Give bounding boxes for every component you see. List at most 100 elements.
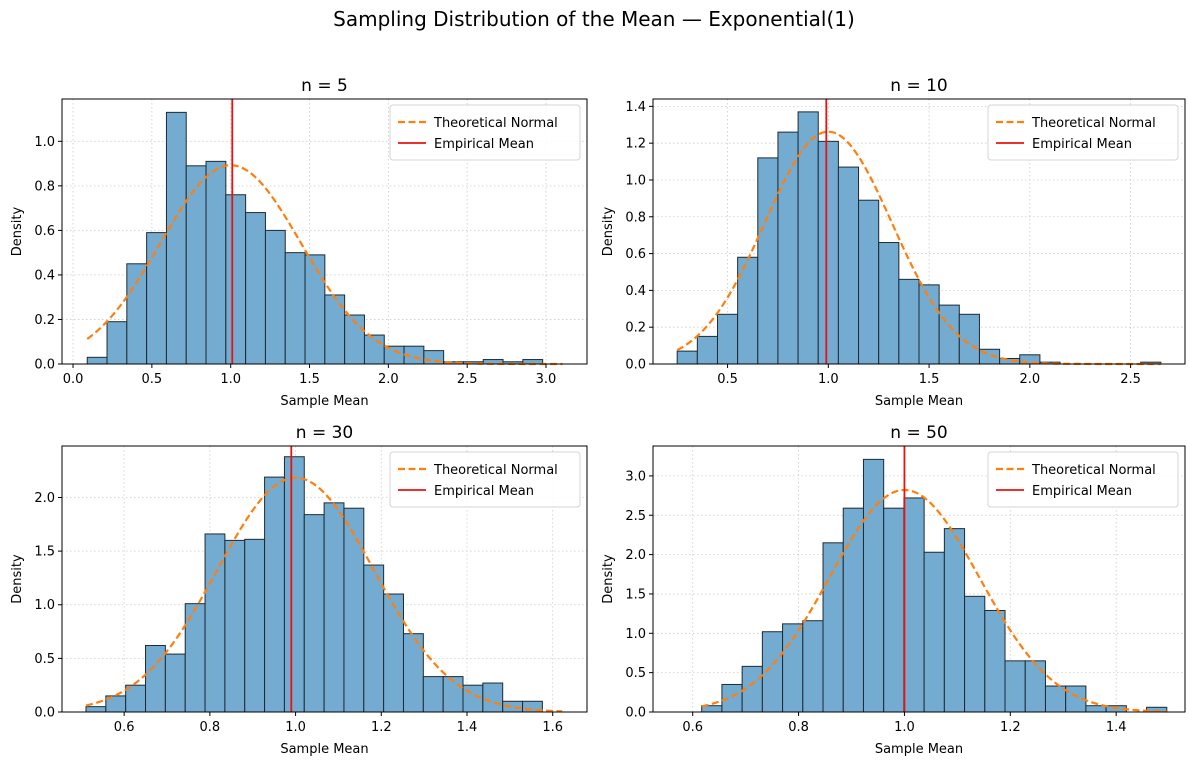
histogram-bar	[304, 254, 326, 365]
axes-frame	[61, 98, 588, 365]
histogram-bar	[145, 645, 166, 713]
histogram-bar	[676, 350, 698, 365]
histogram-bar	[903, 497, 925, 713]
histogram-bar	[817, 140, 839, 365]
x-tick-label: 1.4	[457, 720, 478, 735]
histogram-bar	[264, 476, 285, 713]
x-tick-label: 2.0	[1019, 372, 1040, 387]
histogram-bar	[842, 507, 864, 713]
histogram-bar	[146, 232, 167, 365]
subplot-title: n = 50	[890, 423, 947, 443]
histogram-bar	[244, 538, 266, 713]
x-axis-label: Sample Mean	[875, 742, 963, 757]
histogram-bar	[402, 633, 424, 713]
y-tick-label: 2.5	[625, 509, 646, 524]
histogram-bar	[462, 684, 484, 713]
legend-normal-label: Theoretical Normal	[1031, 463, 1156, 478]
subplot-2: 0.5 1.0 1.5 2.0 2.5 0.0 0.2 0.4 0.6 0.8 1.0 1.2 1.4 n…	[601, 76, 1186, 409]
histogram-bar	[303, 514, 325, 713]
x-tick-label: 1.2	[1000, 720, 1021, 735]
histogram-bar	[858, 199, 880, 365]
x-tick-label: 1.0	[818, 372, 839, 387]
x-tick-label: 1.4	[1106, 720, 1127, 735]
histogram-bar	[185, 165, 207, 365]
subplot-title: n = 5	[301, 76, 348, 96]
x-tick-label: 1.0	[220, 372, 241, 387]
y-tick-label: 0.2	[34, 313, 55, 328]
x-axis-label: Sample Mean	[875, 394, 963, 409]
x-tick-label: 0.6	[114, 720, 135, 735]
legend: Theoretical Normal Empirical Mean	[389, 104, 581, 161]
y-tick-label: 1.4	[625, 100, 646, 115]
histogram-bar	[1004, 660, 1026, 713]
x-tick-label: 0.0	[63, 372, 84, 387]
y-tick-label: 1.2	[625, 137, 646, 152]
axes-frame	[61, 445, 588, 713]
histogram-bar	[984, 609, 1006, 713]
histogram-bar	[283, 456, 305, 713]
histogram-bar	[837, 166, 860, 365]
y-tick-label: 1.5	[625, 587, 646, 602]
histogram-bar	[964, 595, 986, 713]
histogram-bar	[383, 345, 405, 365]
histogram-bar	[943, 528, 966, 713]
histogram-bar	[343, 507, 365, 713]
histogram-bar	[696, 335, 718, 365]
histogram-bar	[802, 620, 824, 713]
histogram-bar	[883, 507, 905, 713]
histogram-bar	[482, 682, 504, 713]
y-tick-label: 0.6	[34, 224, 55, 239]
subplot-4: 0.6 0.8 1.0 1.2 1.4 0.0 0.5 1.0 1.5 2.0 2.5 3.0 n = …	[601, 423, 1186, 757]
subplot-title: n = 30	[296, 423, 353, 443]
histogram-bar	[716, 313, 739, 365]
histogram-bar	[205, 160, 227, 365]
theoretical-normal-curve	[85, 476, 563, 713]
legend: Theoretical Normal Empirical Mean	[389, 451, 581, 508]
histogram-bar	[224, 539, 246, 713]
x-axis-label: Sample Mean	[280, 394, 368, 409]
legend-box	[987, 104, 1179, 161]
histogram-bar	[782, 623, 804, 713]
histogram-bar	[757, 157, 779, 365]
legend-normal-label: Theoretical Normal	[1031, 116, 1156, 131]
x-tick-label: 0.5	[717, 372, 738, 387]
y-tick-label: 0.8	[34, 179, 55, 194]
histogram-bar	[164, 653, 186, 713]
legend-normal-label: Theoretical Normal	[433, 116, 558, 131]
y-tick-label: 3.0	[625, 469, 646, 484]
histogram-bar	[225, 194, 247, 365]
legend-mean-label: Empirical Mean	[1032, 484, 1132, 499]
y-tick-label: 1.0	[34, 135, 55, 150]
x-tick-label: 2.5	[457, 372, 478, 387]
y-tick-label: 0.5	[625, 666, 646, 681]
histogram-bar	[1085, 705, 1107, 713]
y-tick-label: 1.0	[625, 173, 646, 188]
histogram-bar	[165, 111, 187, 365]
histogram-bar	[898, 278, 920, 365]
legend-mean-label: Empirical Mean	[1032, 137, 1132, 152]
x-tick-label: 0.8	[200, 720, 221, 735]
y-tick-label: 0.8	[625, 210, 646, 225]
y-axis-label: Density	[601, 206, 616, 256]
panels: 0.0 0.5 1.0 1.5 2.0 2.5 3.0 0.0 0.2 0.4 0.6 0.8 1.0 n…	[10, 76, 1186, 757]
theoretical-normal-curve	[701, 488, 1167, 713]
histogram-bar	[125, 684, 147, 713]
subplot-3: 0.6 0.8 1.0 1.2 1.4 1.6 0.0 0.5 1.0 1.5 2.0 n = 30 S…	[10, 423, 588, 757]
histogram-bar	[422, 676, 444, 713]
histogram-bar	[721, 683, 743, 713]
histogram-bar	[923, 551, 945, 713]
legend-mean-label: Empirical Mean	[434, 484, 534, 499]
x-tick-label: 0.5	[142, 372, 163, 387]
x-tick-label: 1.0	[285, 720, 306, 735]
x-tick-label: 1.0	[894, 720, 915, 735]
axes-frame	[652, 445, 1186, 713]
y-tick-label: 0.2	[625, 321, 646, 336]
legend-box	[987, 451, 1179, 508]
y-tick-label: 0.5	[34, 652, 55, 667]
y-axis-label: Density	[601, 554, 616, 604]
y-tick-label: 0.0	[625, 358, 646, 373]
histogram-bar	[245, 212, 266, 365]
x-tick-label: 3.0	[536, 372, 557, 387]
y-tick-label: 0.0	[34, 358, 55, 373]
